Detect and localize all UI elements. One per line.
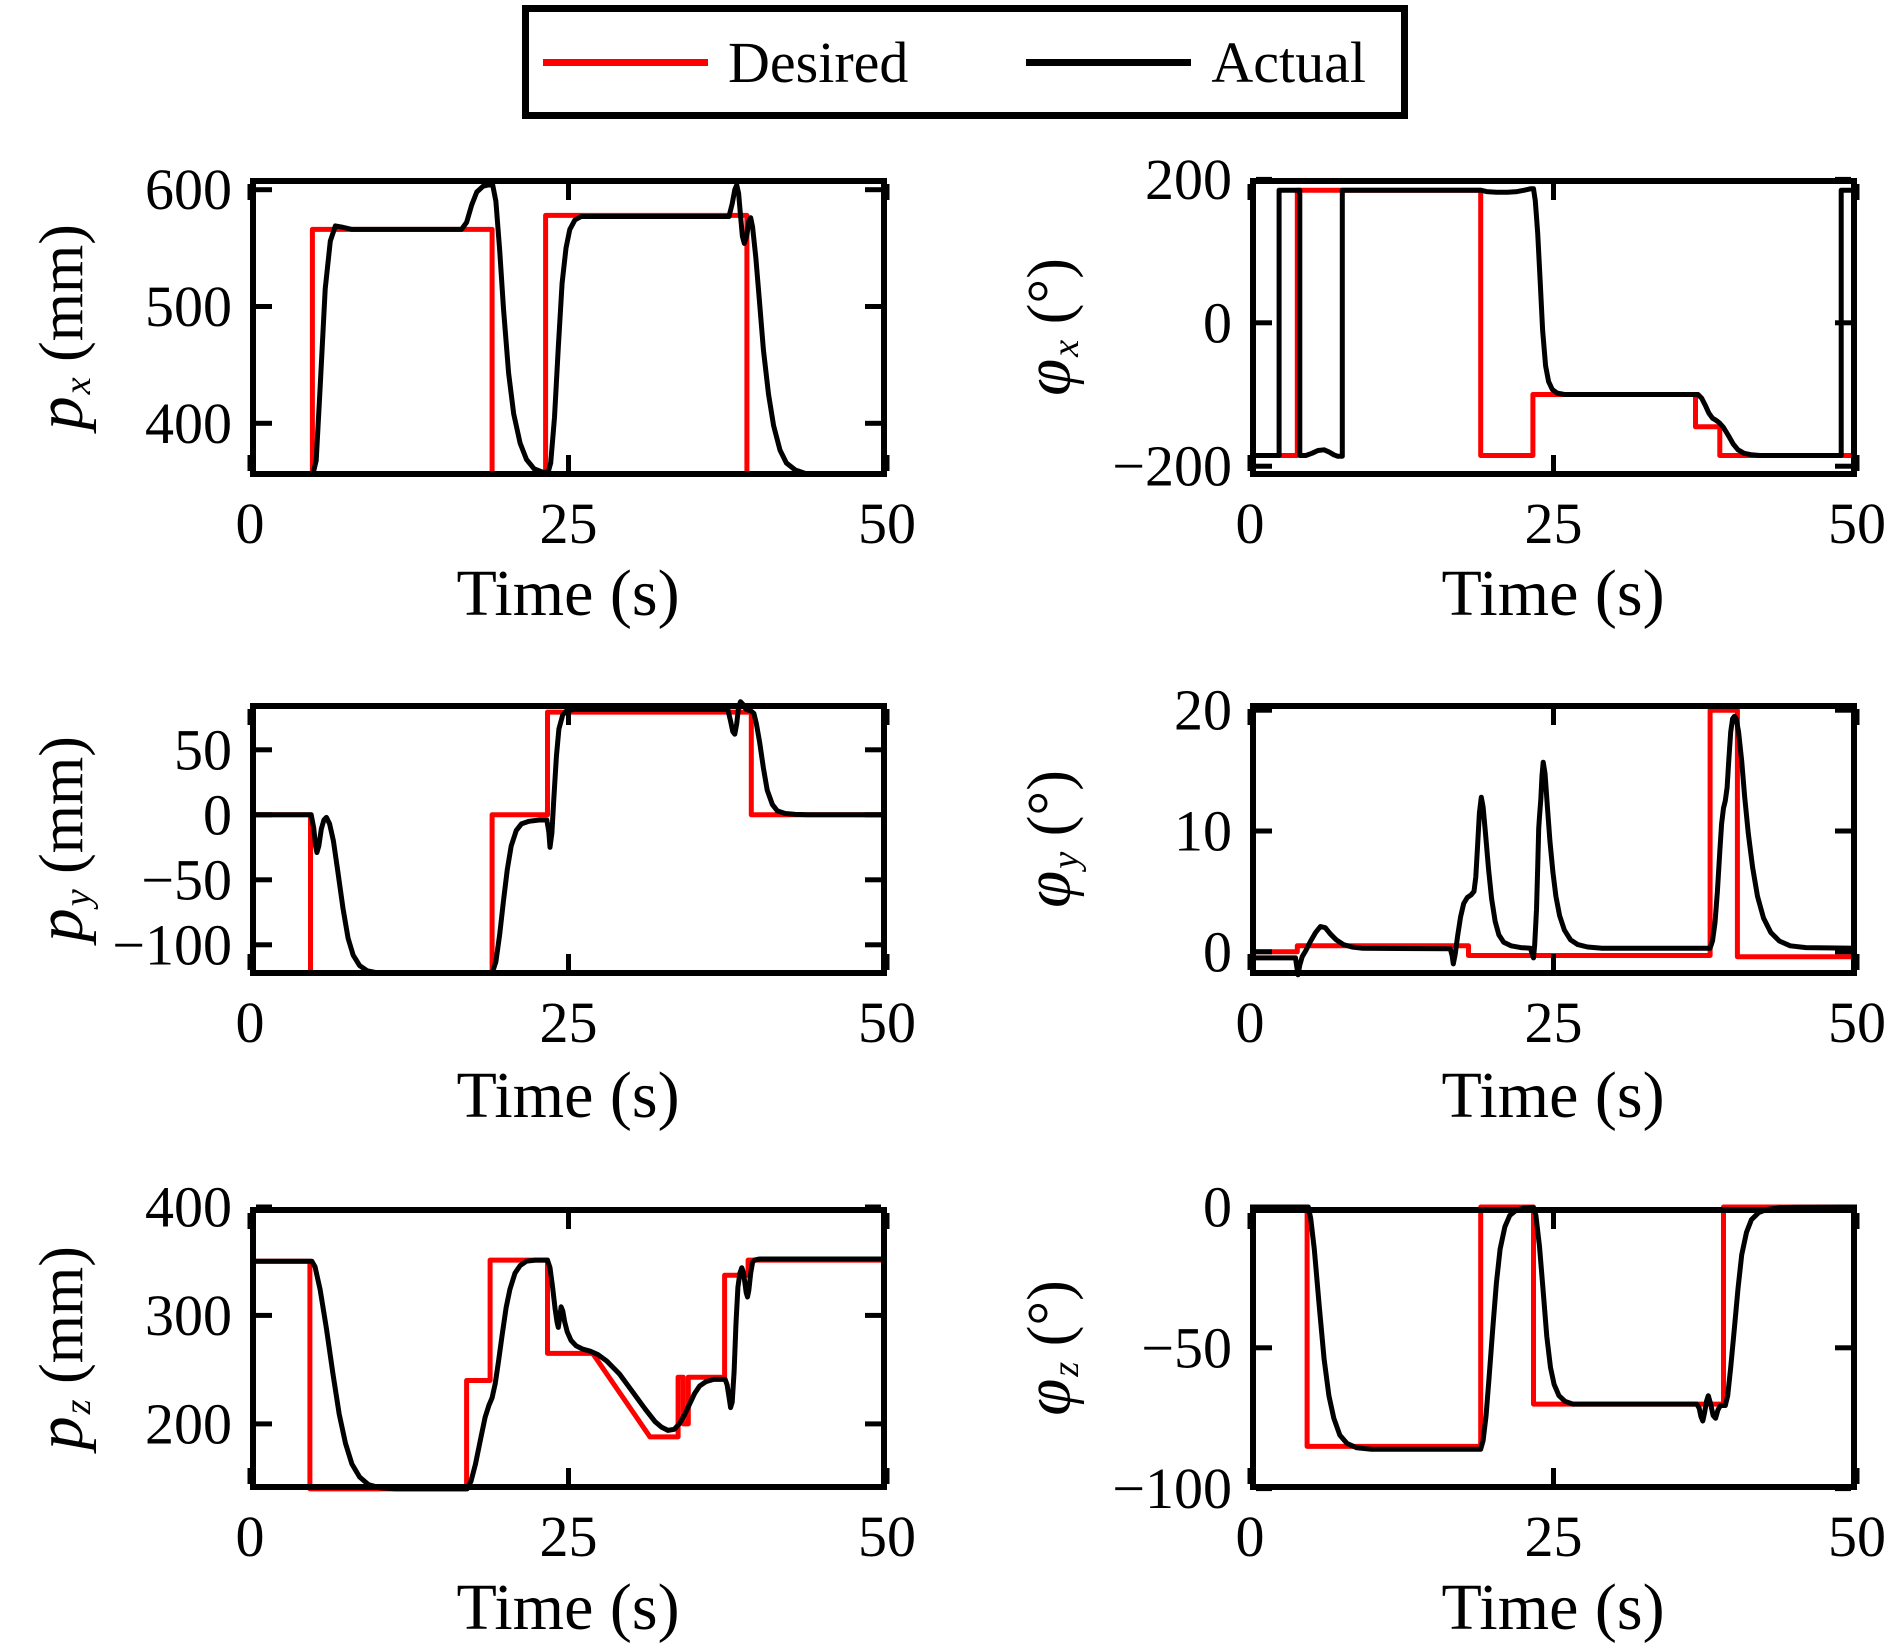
- ylabel-phix: φx (°): [1002, 117, 1094, 537]
- y-tick-label: 10: [1174, 799, 1232, 864]
- desired-series: [250, 212, 887, 476]
- axes-box: [250, 1207, 887, 1490]
- x-tick-label: 50: [1828, 1504, 1886, 1569]
- plot-phiz: 0 25 50 −100 −50 0: [1112, 1175, 1886, 1570]
- actual-line-swatch: [1026, 58, 1192, 66]
- y-tick-label: 200: [145, 1391, 232, 1456]
- xlabel-phiy: Time (s): [1441, 1059, 1665, 1132]
- x-tick-label: 0: [236, 1504, 265, 1569]
- ylabel-pz-subscript: z: [57, 1399, 100, 1415]
- x-tick-label: 25: [1525, 1504, 1583, 1569]
- ylabel-py: py (mm): [14, 629, 106, 1049]
- xlabel-phix: Time (s): [1441, 557, 1665, 630]
- y-tick-label: 50: [174, 717, 232, 782]
- y-tick-label: 0: [203, 782, 232, 847]
- actual-series: [250, 182, 887, 476]
- ylabel-pz-symbol: p: [23, 1416, 97, 1450]
- ylabel-pz-unit: (mm): [28, 1246, 96, 1400]
- x-tick-label: 50: [858, 491, 916, 556]
- xlabel-phiz: Time (s): [1441, 1571, 1665, 1644]
- y-tick-label: 500: [145, 274, 232, 339]
- ylabel-phiy-subscript: y: [1045, 851, 1088, 869]
- actual-series: [1250, 186, 1857, 459]
- ylabel-phix-subscript: x: [1045, 339, 1088, 357]
- desired-line-swatch: [543, 58, 708, 66]
- y-tick-label: −100: [112, 912, 232, 977]
- x-tick-label: 0: [1236, 491, 1265, 556]
- legend-label-actual: Actual: [1211, 29, 1366, 95]
- y-tick-label: −200: [1112, 434, 1232, 499]
- x-tick-label: 25: [540, 1504, 598, 1569]
- plot-px: 0 25 50 400 500 600: [145, 157, 916, 556]
- ylabel-pz: pz (mm): [14, 1138, 106, 1558]
- desired-series: [250, 1257, 887, 1492]
- actual-series: [1250, 1204, 1858, 1452]
- desired-series: [1250, 1204, 1857, 1449]
- xlabel-px: Time (s): [456, 557, 680, 630]
- x-tick-label: 25: [540, 990, 598, 1055]
- y-tick-label: 300: [145, 1283, 232, 1348]
- legend: Desired Actual: [522, 5, 1408, 119]
- ylabel-px-unit: (mm): [28, 224, 96, 378]
- y-tick-label: 0: [1203, 1175, 1232, 1240]
- ylabel-phiz-subscript: z: [1045, 1361, 1088, 1377]
- ylabel-phix-unit: (°): [1016, 258, 1084, 340]
- ylabel-phiy: φy (°): [1002, 629, 1094, 1049]
- y-tick-label: 600: [145, 157, 232, 222]
- x-tick-label: 25: [540, 491, 598, 556]
- y-tick-label: −100: [1112, 1456, 1232, 1521]
- ylabel-py-subscript: y: [57, 889, 100, 907]
- ylabel-px: px (mm): [14, 117, 106, 537]
- axes-box: [1250, 703, 1857, 976]
- x-tick-label: 0: [236, 491, 265, 556]
- ylabel-py-unit: (mm): [28, 736, 96, 890]
- ylabel-phix-symbol: φ: [1011, 358, 1085, 396]
- actual-series: [250, 699, 887, 976]
- y-tick-label: 0: [1203, 919, 1232, 984]
- axes-box: [1250, 178, 1857, 477]
- desired-series: [1250, 707, 1857, 960]
- ylabel-py-symbol: p: [23, 908, 97, 942]
- ylabel-phiz: φz (°): [1002, 1138, 1094, 1558]
- plot-pz: 0 25 50 200 300 400: [145, 1175, 916, 1570]
- plot-phiy: 0 25 50 0 10 20: [1174, 678, 1886, 1055]
- y-tick-label: 400: [145, 1175, 232, 1240]
- x-tick-label: 50: [858, 1504, 916, 1569]
- y-tick-label: 200: [1145, 147, 1232, 212]
- x-tick-label: 25: [1525, 491, 1583, 556]
- xlabel-pz: Time (s): [456, 1571, 680, 1644]
- actual-series: [250, 1256, 887, 1492]
- y-tick-label: 400: [145, 391, 232, 456]
- x-tick-label: 0: [1236, 1504, 1265, 1569]
- x-tick-label: 0: [236, 990, 265, 1055]
- axes-box: [250, 178, 887, 477]
- ylabel-phiz-symbol: φ: [1011, 1378, 1085, 1416]
- actual-series: [1250, 713, 1858, 978]
- desired-series: [250, 709, 887, 976]
- ylabel-phiy-unit: (°): [1016, 770, 1084, 852]
- xlabel-py: Time (s): [456, 1059, 680, 1132]
- y-tick-label: 0: [1203, 290, 1232, 355]
- y-tick-label: −50: [141, 847, 232, 912]
- ylabel-phiz-unit: (°): [1016, 1280, 1084, 1362]
- axes-box: [250, 703, 887, 976]
- legend-label-desired: Desired: [728, 29, 909, 95]
- x-tick-label: 25: [1525, 990, 1583, 1055]
- y-tick-label: 20: [1174, 678, 1232, 743]
- x-tick-label: 50: [1828, 491, 1886, 556]
- y-tick-label: −50: [1141, 1315, 1232, 1380]
- x-tick-label: 50: [858, 990, 916, 1055]
- ylabel-phiy-symbol: φ: [1011, 870, 1085, 908]
- x-tick-label: 50: [1828, 990, 1886, 1055]
- ylabel-px-subscript: x: [57, 377, 100, 395]
- ylabel-px-symbol: p: [23, 396, 97, 430]
- axes-box: [1250, 1207, 1857, 1490]
- x-tick-label: 0: [1236, 990, 1265, 1055]
